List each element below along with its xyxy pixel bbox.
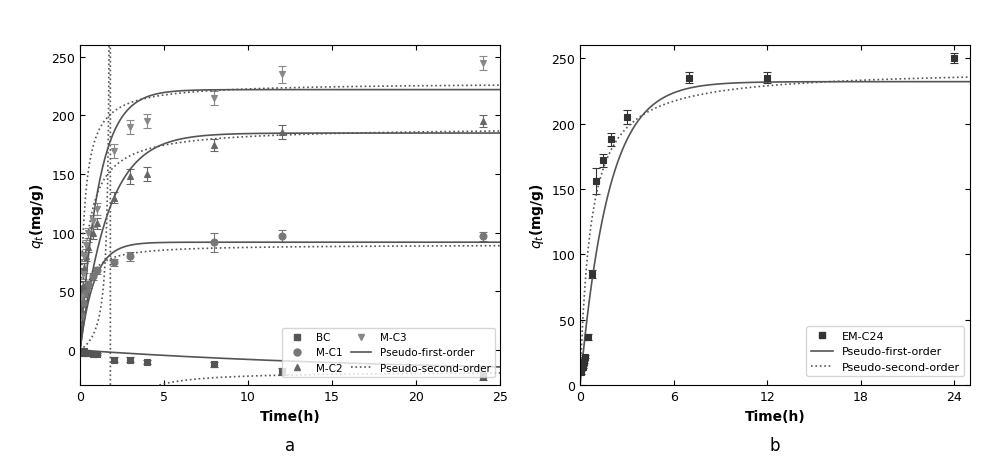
Pseudo-second-order (806, 81, 818, 86)
X-axis label: Time(h): Time(h) (260, 409, 320, 423)
Pseudo-first-order (964, 80, 976, 85)
Pseudo-second-order (785, 82, 797, 88)
Y-axis label: $q_t$(mg/g): $q_t$(mg/g) (28, 183, 46, 249)
Pseudo-first-order (762, 80, 774, 86)
Pseudo-second-order (574, 382, 586, 388)
Line: Pseudo-second-order: Pseudo-second-order (580, 78, 970, 385)
Legend: EM-C24, Pseudo-first-order, Pseudo-second-order: EM-C24, Pseudo-first-order, Pseudo-secon… (806, 327, 964, 377)
Y-axis label: $q_t$(mg/g): $q_t$(mg/g) (528, 183, 546, 249)
Pseudo-first-order (806, 80, 818, 85)
Pseudo-second-order (894, 77, 906, 83)
Pseudo-first-order (955, 80, 967, 85)
Text: a: a (285, 436, 295, 454)
Pseudo-first-order (785, 80, 797, 85)
Pseudo-second-order (964, 75, 976, 81)
Pseudo-first-order (759, 80, 771, 86)
Legend: BC, M-C1, M-C2, M-C3, Pseudo-first-order, Pseudo-second-order: BC, M-C1, M-C2, M-C3, Pseudo-first-order… (282, 328, 495, 377)
Pseudo-second-order (955, 75, 967, 81)
Pseudo-first-order (574, 383, 586, 388)
Pseudo-second-order (759, 84, 771, 90)
Pseudo-second-order (762, 84, 774, 90)
Line: Pseudo-first-order: Pseudo-first-order (580, 83, 970, 386)
Pseudo-first-order (894, 80, 906, 85)
Text: b: b (770, 436, 780, 454)
X-axis label: Time(h): Time(h) (745, 409, 805, 423)
